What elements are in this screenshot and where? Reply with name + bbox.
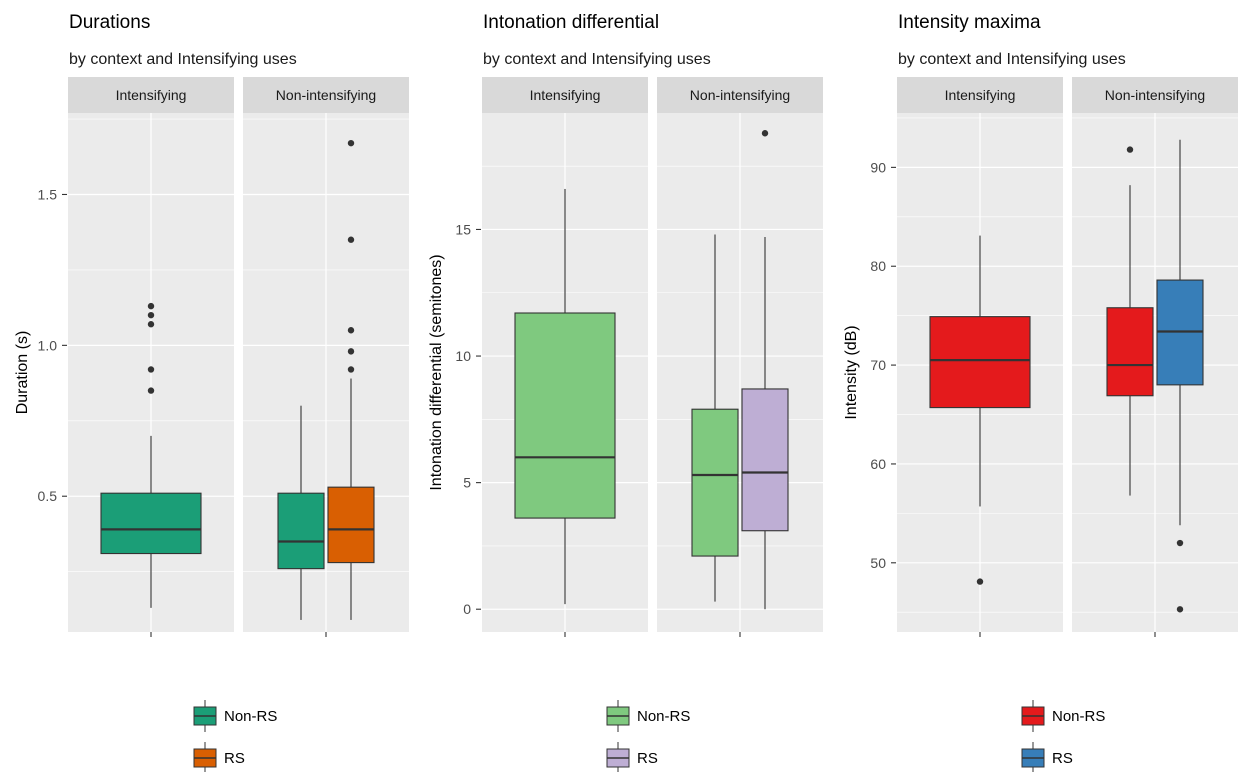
facet-strip xyxy=(1072,77,1238,113)
outlier-point xyxy=(147,366,155,373)
legend-label: RS xyxy=(224,750,245,767)
legend-item: Non-RS xyxy=(1021,700,1105,732)
y-tick-label: 1.5 xyxy=(38,186,58,202)
box-non-rs xyxy=(277,405,325,620)
box-body xyxy=(1106,307,1154,397)
outlier-point xyxy=(147,321,155,328)
y-tick-label: 5 xyxy=(463,475,471,491)
box-body xyxy=(277,492,325,570)
facet-strip xyxy=(243,77,409,113)
box-rs xyxy=(327,139,375,620)
outlier-point xyxy=(347,348,355,355)
y-tick-label: 0 xyxy=(463,601,471,617)
legend-item: RS xyxy=(606,742,658,774)
legend-label: Non-RS xyxy=(637,708,690,725)
facet-strip xyxy=(657,77,823,113)
outlier-point xyxy=(976,578,984,585)
outlier-point xyxy=(147,387,155,394)
chart-subtitle: by context and Intensifying uses xyxy=(483,51,711,68)
box-rs xyxy=(741,130,789,610)
y-tick-label: 10 xyxy=(455,348,471,364)
facet-strip-label: Intensifying xyxy=(530,87,601,103)
box-non-rs xyxy=(929,235,1031,585)
box-non-rs xyxy=(100,302,202,608)
outlier-point xyxy=(347,327,355,334)
y-tick-label: 15 xyxy=(455,221,471,237)
legend-item: Non-RS xyxy=(193,700,277,732)
box-non-rs xyxy=(514,188,616,605)
chart-panel-3: Intensity maxima by context and Intensify… xyxy=(843,12,1238,774)
box-body xyxy=(514,312,616,519)
legend-item: RS xyxy=(1021,742,1073,774)
y-tick-label: 1.0 xyxy=(38,337,58,353)
y-axis-label: Intonation differential (semitones) xyxy=(428,254,445,490)
y-tick-label: 60 xyxy=(870,456,886,472)
box-body xyxy=(929,316,1031,409)
outlier-point xyxy=(1126,146,1134,153)
legend-label: RS xyxy=(1052,750,1073,767)
chart-title: Intonation differential xyxy=(483,12,659,33)
outlier-point xyxy=(147,311,155,319)
y-tick-label: 80 xyxy=(870,258,886,274)
box-body xyxy=(327,486,375,564)
chart-panel-2: Intonation differential by context and In… xyxy=(428,12,823,774)
facet-strip-label: Non-intensifying xyxy=(1105,87,1205,103)
outlier-point xyxy=(1176,539,1184,547)
chart-panel-1: Durations by context and Intensifying use… xyxy=(14,12,409,774)
legend-label: RS xyxy=(637,750,658,767)
facet-strip-label: Intensifying xyxy=(116,87,187,103)
facet-strip xyxy=(68,77,234,113)
box-body xyxy=(691,408,739,557)
chart-subtitle: by context and Intensifying uses xyxy=(898,51,1126,68)
y-tick-label: 90 xyxy=(870,159,886,175)
box-body xyxy=(100,492,202,555)
box-body xyxy=(741,388,789,532)
chart-subtitle: by context and Intensifying uses xyxy=(69,51,297,68)
facet-strip xyxy=(482,77,648,113)
box-non-rs xyxy=(1106,146,1154,496)
chart-title: Intensity maxima xyxy=(898,12,1041,33)
legend-item: Non-RS xyxy=(606,700,690,732)
outlier-point xyxy=(761,130,769,137)
outlier-point xyxy=(347,366,355,373)
box-non-rs xyxy=(691,234,739,602)
y-tick-label: 0.5 xyxy=(38,488,58,504)
y-axis-label: Duration (s) xyxy=(14,331,31,415)
outlier-point xyxy=(347,236,355,243)
facet-strip-label: Non-intensifying xyxy=(276,87,376,103)
y-tick-label: 70 xyxy=(870,357,886,373)
y-tick-label: 50 xyxy=(870,555,886,571)
legend-item: RS xyxy=(193,742,245,774)
y-axis-label: Intensity (dB) xyxy=(843,325,860,419)
box-rs xyxy=(1156,139,1204,613)
facet-strip-label: Non-intensifying xyxy=(690,87,790,103)
legend-label: Non-RS xyxy=(1052,708,1105,725)
facet-strip xyxy=(897,77,1063,113)
chart-title: Durations xyxy=(69,12,150,33)
legend-label: Non-RS xyxy=(224,708,277,725)
outlier-point xyxy=(1176,606,1184,613)
outlier-point xyxy=(147,302,155,310)
outlier-point xyxy=(347,139,355,147)
facet-strip-label: Intensifying xyxy=(945,87,1016,103)
